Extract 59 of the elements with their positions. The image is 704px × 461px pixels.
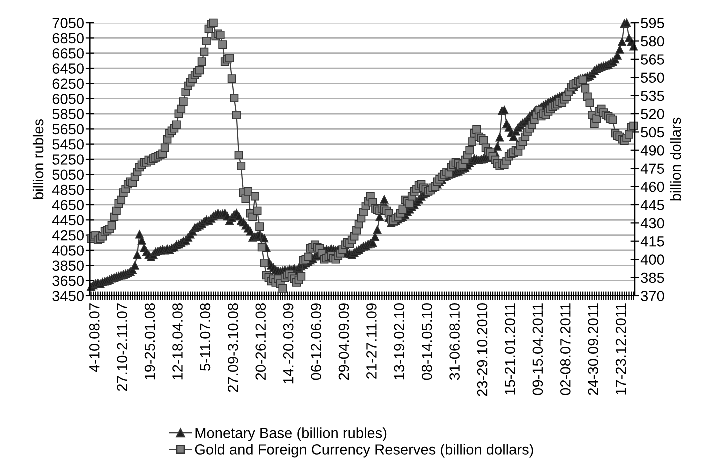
y-tick-label: 7050: [52, 18, 84, 28]
y2-tick-label: 565: [641, 54, 664, 65]
x-tick-label: 14.-20.03.09: [283, 304, 294, 384]
y-tick-label: 4650: [52, 200, 84, 210]
x-tick-label: 4-10.08.07: [89, 304, 100, 372]
y-tick-label: 3850: [52, 260, 84, 272]
y2-tick-label: 505: [641, 127, 664, 138]
y2-tick-label: 475: [640, 164, 664, 174]
x-tick-label: 15-21.01.2011: [505, 304, 516, 395]
y-tick-label: 3650: [52, 276, 84, 286]
x-tick-label: 13-19.02.10: [394, 303, 405, 380]
y2-tick-label: 490: [640, 146, 664, 156]
y-tick-label: 4050: [52, 246, 84, 256]
y-tick-label: 6450: [52, 64, 84, 74]
y-tick-label: 6650: [52, 48, 84, 59]
y-axis-title: billion rubles: [32, 120, 44, 200]
x-tick-label: 12-18.04.08: [172, 304, 183, 380]
x-tick-label: 27.09-3.10.08: [228, 304, 238, 392]
y2-tick-label: 370: [641, 291, 664, 302]
x-tick-label: 31-06.08.10: [450, 303, 460, 380]
y2-tick-label: 460: [640, 182, 664, 192]
y2-tick-label: 595: [641, 18, 664, 28]
x-tick-label: 21-27.11.09: [366, 304, 377, 379]
y2-tick-label: 430: [640, 218, 664, 229]
y2-tick-label: 445: [640, 200, 664, 210]
y2-tick-label: 400: [640, 254, 664, 265]
x-tick-label: 24-30.09.2011: [588, 304, 599, 396]
x-tick-label: 08-14.05.10: [422, 303, 432, 380]
x-tick-label: 02-08.07.2011: [560, 304, 571, 396]
y-tick-label: 5650: [52, 124, 84, 135]
y-tick-label: 5050: [52, 170, 84, 180]
x-tick-label: 09-15.04.2011: [532, 304, 544, 396]
y-tick-label: 3450: [52, 291, 84, 302]
legend-label: Monetary Base (billion rubles): [196, 428, 387, 442]
y-tick-label: 6250: [52, 78, 84, 90]
x-tick-label: 23-29.10.2010: [477, 303, 488, 396]
x-tick-label: 27.10-2.11.07: [117, 304, 128, 392]
x-tick-label: 29-04.09.09: [338, 304, 350, 380]
y2-tick-label: 415: [640, 236, 664, 247]
legend-label: Gold and Foreign Currency Reserves (billion dollars): [195, 444, 534, 458]
y2-tick-label: 550: [641, 72, 664, 84]
y-tick-label: 5450: [52, 139, 84, 150]
y-tick-label: 5850: [52, 109, 84, 120]
y-tick-label: 4250: [52, 230, 84, 241]
y-tick-label: 4450: [52, 215, 84, 226]
y-tick-label: 6050: [52, 94, 84, 104]
y2-axis-title: billion dollars: [670, 118, 682, 201]
y2-tick-label: 520: [641, 109, 664, 120]
y-tick-label: 4850: [52, 184, 84, 196]
x-tick-label: 5-11.07.08: [200, 304, 211, 371]
y2-tick-label: 385: [641, 272, 664, 284]
y2-tick-label: 535: [641, 90, 664, 102]
x-tick-label: 06-12.06.09: [311, 304, 322, 380]
y-tick-label: 5250: [52, 154, 84, 165]
y2-tick-label: 580: [641, 36, 664, 47]
x-tick-label: 17-23.12.2011: [616, 304, 626, 395]
x-tick-label: 19-25.01.08: [144, 304, 156, 380]
y-tick-label: 6850: [52, 33, 84, 44]
x-tick-label: 20-26.12.08: [256, 304, 266, 380]
